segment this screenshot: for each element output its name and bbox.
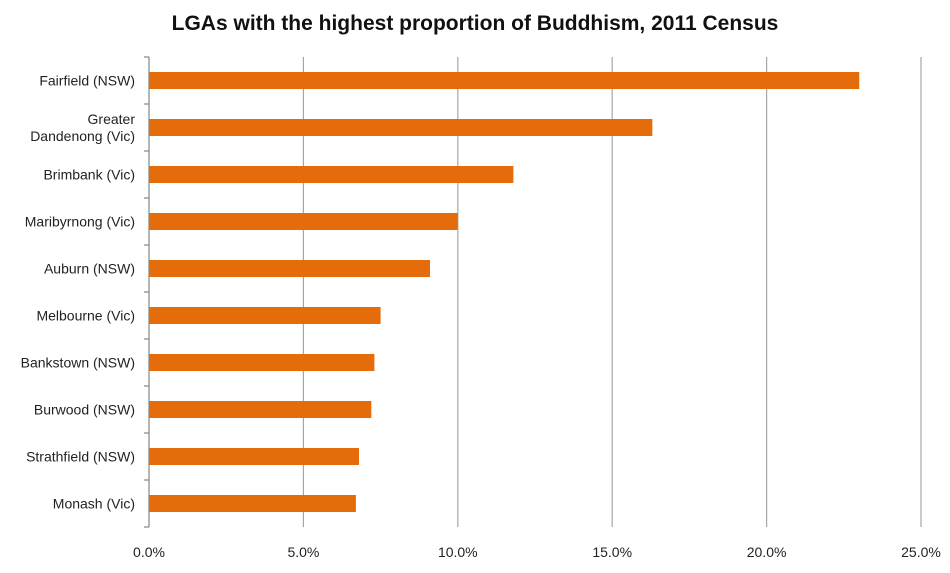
bar-8 — [149, 401, 372, 418]
bar-10 — [149, 495, 356, 512]
category-label-2-line-2: Dandenong (Vic) — [30, 128, 135, 144]
category-label-4: Maribyrnong (Vic) — [25, 214, 135, 230]
x-tick-label-2: 10.0% — [438, 544, 478, 560]
x-tick-label-0: 0.0% — [133, 544, 165, 560]
chart-title: LGAs with the highest proportion of Budd… — [171, 12, 779, 35]
x-tick-label-3: 15.0% — [592, 544, 632, 560]
bar-5 — [149, 260, 431, 277]
bar-2 — [149, 119, 653, 136]
bar-9 — [149, 448, 359, 465]
x-tick-label-1: 5.0% — [287, 544, 319, 560]
category-label-3: Brimbank (Vic) — [43, 167, 135, 183]
category-label-6: Melbourne (Vic) — [36, 308, 135, 324]
x-tick-label-5: 25.0% — [901, 544, 941, 560]
category-label-7: Bankstown (NSW) — [21, 355, 135, 371]
category-label-2-line-1: Greater — [88, 111, 136, 127]
bar-1 — [149, 72, 860, 89]
bar-3 — [149, 166, 514, 183]
x-tick-label-4: 20.0% — [747, 544, 787, 560]
bar-6 — [149, 307, 381, 324]
category-label-10: Monash (Vic) — [53, 496, 135, 512]
bar-7 — [149, 354, 375, 371]
category-label-1: Fairfield (NSW) — [39, 73, 135, 89]
category-label-8: Burwood (NSW) — [34, 402, 135, 418]
category-label-5: Auburn (NSW) — [44, 261, 135, 277]
bar-4 — [149, 213, 458, 230]
category-label-9: Strathfield (NSW) — [26, 449, 135, 465]
